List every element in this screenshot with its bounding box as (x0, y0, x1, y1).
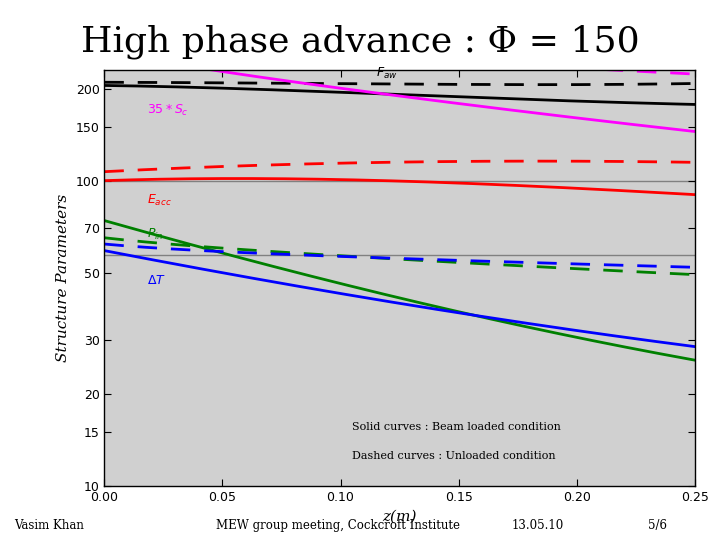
Text: $35*S_c$: $35*S_c$ (147, 103, 189, 118)
Text: $F_{aw}$: $F_{aw}$ (376, 66, 397, 82)
Text: $E_{acc}$: $E_{acc}$ (147, 193, 171, 208)
Text: 13.05.10: 13.05.10 (511, 519, 564, 532)
Text: Solid curves : Beam loaded condition: Solid curves : Beam loaded condition (352, 422, 562, 433)
Text: $P_{in}$: $P_{in}$ (147, 227, 164, 242)
Text: Vasim Khan: Vasim Khan (14, 519, 84, 532)
Text: Dashed curves : Unloaded condition: Dashed curves : Unloaded condition (352, 450, 556, 461)
Text: $\Delta T$: $\Delta T$ (147, 274, 166, 287)
Text: MEW group meeting, Cockcroft Institute: MEW group meeting, Cockcroft Institute (216, 519, 460, 532)
X-axis label: z(m): z(m) (382, 509, 417, 523)
Y-axis label: Structure Parameters: Structure Parameters (56, 194, 70, 362)
Text: 5/6: 5/6 (648, 519, 667, 532)
Text: High phase advance : Φ = 150: High phase advance : Φ = 150 (81, 24, 639, 59)
